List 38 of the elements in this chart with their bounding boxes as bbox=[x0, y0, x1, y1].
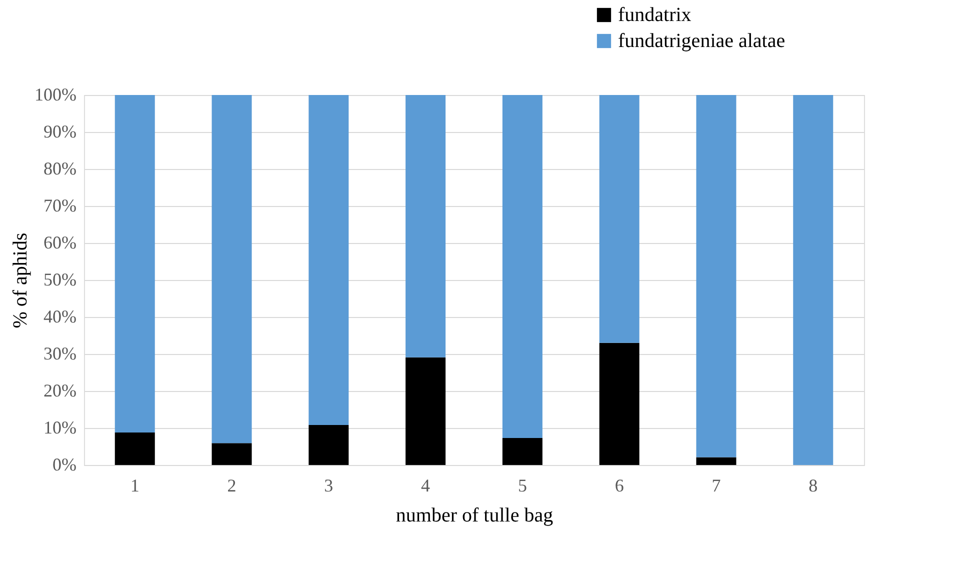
y-tick-label: 80% bbox=[44, 158, 76, 178]
x-tick-label: 3 bbox=[324, 476, 334, 496]
bar bbox=[212, 95, 252, 444]
y-tick-label: 0% bbox=[52, 454, 76, 474]
y-axis-title: % of aphids bbox=[10, 232, 32, 328]
x-axis-title: number of tulle bag bbox=[396, 504, 554, 526]
bar bbox=[406, 357, 446, 465]
x-tick-label: 5 bbox=[518, 476, 527, 496]
bar bbox=[114, 95, 155, 432]
x-tick-label: 1 bbox=[130, 476, 140, 496]
bar bbox=[793, 95, 834, 465]
bar bbox=[502, 95, 542, 438]
y-tick-label: 40% bbox=[44, 306, 76, 326]
y-tick-label: 70% bbox=[44, 196, 76, 216]
x-tick-label: 7 bbox=[712, 476, 721, 496]
x-tick-label: 8 bbox=[808, 476, 818, 496]
x-tick-label: 4 bbox=[421, 476, 430, 496]
y-tick-label: 100% bbox=[34, 84, 76, 104]
bar bbox=[308, 425, 349, 465]
bar bbox=[502, 438, 542, 465]
bar bbox=[599, 342, 640, 465]
x-tick-label: 2 bbox=[227, 476, 236, 496]
y-tick-label: 30% bbox=[44, 344, 76, 364]
bar bbox=[212, 443, 252, 465]
y-tick-label: 10% bbox=[44, 418, 76, 438]
bar bbox=[308, 95, 349, 426]
bar bbox=[114, 432, 155, 465]
y-tick-label: 50% bbox=[44, 270, 76, 290]
bar bbox=[696, 457, 736, 465]
bar bbox=[696, 95, 736, 458]
x-tick-label: 6 bbox=[614, 476, 624, 496]
bar bbox=[406, 95, 446, 358]
y-tick-label: 90% bbox=[44, 122, 76, 142]
legend-label: fundatrix bbox=[618, 4, 692, 26]
y-tick-label: 60% bbox=[44, 232, 76, 252]
y-tick-label: 20% bbox=[44, 380, 76, 400]
legend-label: fundatrigeniae alatae bbox=[618, 30, 786, 52]
bar bbox=[599, 95, 640, 343]
